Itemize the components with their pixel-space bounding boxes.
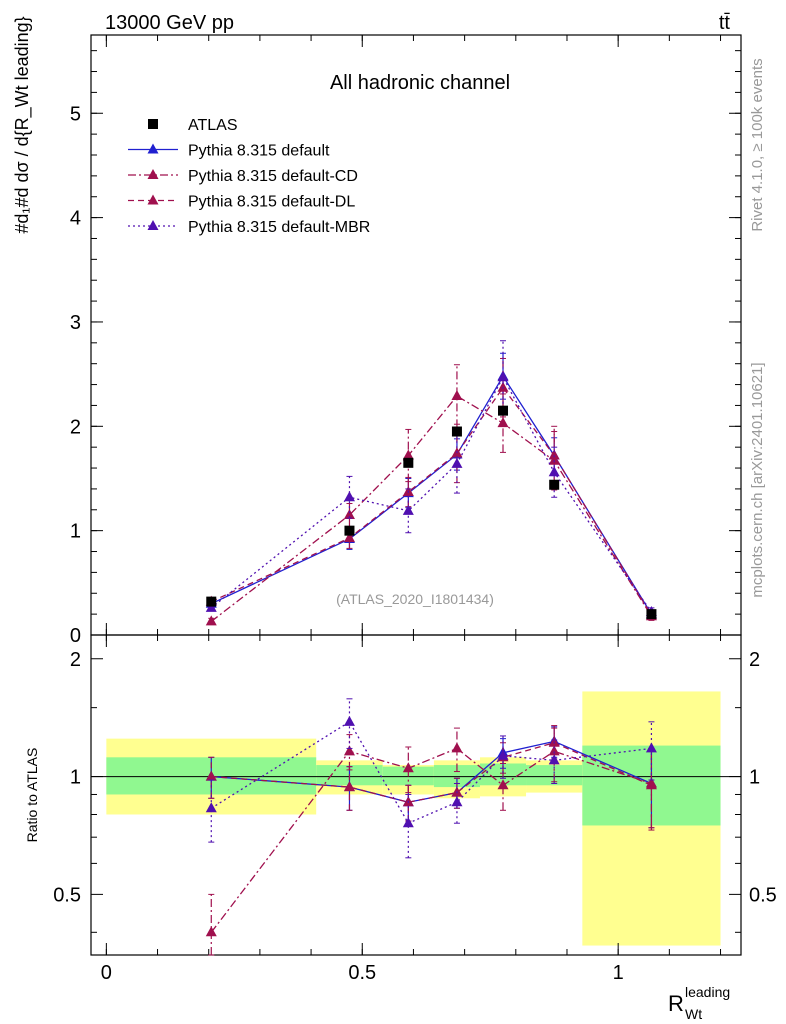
atlas-data-point (206, 596, 217, 607)
legend-marker-atlas (148, 119, 158, 129)
y-tick-label-ratio: 2 (70, 649, 81, 671)
y-tick-label-main: 4 (70, 208, 81, 230)
ratio-point (343, 781, 355, 792)
series-point (343, 491, 355, 502)
legend-marker (147, 143, 159, 154)
y-tick-label-ratio-right: 2 (749, 649, 760, 671)
ratio-point (451, 796, 463, 807)
ratio-point (343, 715, 355, 726)
ratio-point (205, 926, 217, 937)
series-point (548, 466, 560, 477)
watermark-label: (ATLAS_2020_I1801434) (336, 591, 494, 607)
series-line (211, 386, 652, 616)
series-line (210, 395, 652, 622)
series-point (548, 449, 560, 460)
series-line (210, 374, 652, 615)
x-axis-label-sub: Wt (685, 1006, 702, 1022)
series-point (205, 601, 217, 612)
ratio-point (402, 762, 414, 773)
x-axis-label: R (668, 991, 684, 1016)
series-line (210, 375, 652, 613)
series-point (343, 509, 355, 519)
ratio-point (645, 742, 657, 753)
legend-entry-label: Pythia 8.315 default-DL (188, 194, 355, 211)
ratio-point (451, 742, 463, 753)
atlas-data-point (451, 426, 462, 437)
y-tick-label-ratio: 0.5 (53, 884, 81, 906)
header-left-label: 13000 GeV pp (105, 12, 234, 34)
y-tick-label-main: 3 (70, 312, 81, 334)
ratio-point (205, 770, 217, 781)
legend-entry-label: Pythia 8.315 default-MBR (188, 219, 370, 236)
y-tick-label-ratio-right: 1 (749, 767, 760, 789)
ratio-point (497, 749, 509, 760)
ratio-point (343, 745, 355, 756)
x-axis-label-sup: leading (685, 984, 730, 1000)
ratio-point (402, 817, 414, 828)
series-point (451, 390, 463, 401)
y-tick-label-ratio-right: 0.5 (749, 884, 777, 906)
atlas-data-point (403, 457, 414, 468)
y-tick-label-main: 1 (70, 521, 81, 543)
ratio-point (205, 802, 217, 813)
y-tick-label-main: 0 (70, 625, 81, 647)
series-point (343, 531, 355, 542)
axis-ticks: 0 0.5 1 0 1 2 3 4 5 0.5 0.5 1 1 2 2 (53, 35, 777, 984)
legend-marker (147, 169, 159, 179)
ratio-plot-frame (90, 634, 742, 956)
series-point (402, 449, 414, 460)
x-tick-label: 0 (101, 962, 112, 984)
series-point (497, 381, 509, 392)
series-point (205, 615, 217, 626)
series-point (402, 504, 414, 515)
y-axis-label-ratio: Ratio to ATLAS (24, 748, 40, 843)
data-marks (205, 340, 657, 956)
ratio-uncertainty-bands (106, 691, 721, 946)
atlas-data-point (344, 525, 355, 536)
atlas-data-point (646, 609, 657, 620)
legend-entry-label: Pythia 8.315 default-CD (188, 168, 358, 185)
mcplots-label: mcplots.cern.ch [arXiv:2401.10621] (749, 362, 766, 597)
ratio-point (645, 779, 657, 790)
series-point (497, 371, 509, 382)
ratio-point (548, 745, 560, 756)
y-tick-label-ratio: 1 (70, 767, 81, 789)
rivet-label: Rivet 4.1.0, ≥ 100k events (749, 58, 766, 231)
legend-entry-label: ATLAS (188, 117, 238, 134)
ratio-point (497, 779, 509, 790)
x-tick-label: 1 (613, 962, 624, 984)
y-axis-label-main: #d₁#d dσ / d{R_Wt leading} (12, 16, 33, 233)
series-point (451, 457, 463, 468)
legend-entry-label: Pythia 8.315 default (188, 143, 330, 160)
y-tick-label-main: 5 (70, 103, 81, 125)
y-tick-label-main: 2 (70, 416, 81, 438)
x-tick-label: 0.5 (348, 962, 376, 984)
atlas-data-point (549, 479, 560, 490)
series-point (497, 417, 509, 428)
header-right-label: tt̄ (719, 12, 731, 34)
legend-marker (147, 194, 159, 205)
legend-marker (147, 220, 159, 230)
legend: ATLAS Pythia 8.315 default Pythia 8.315 de… (128, 117, 370, 236)
chart-title: All hadronic channel (330, 72, 510, 94)
atlas-data-point (498, 405, 509, 416)
ratio-point (548, 754, 560, 765)
